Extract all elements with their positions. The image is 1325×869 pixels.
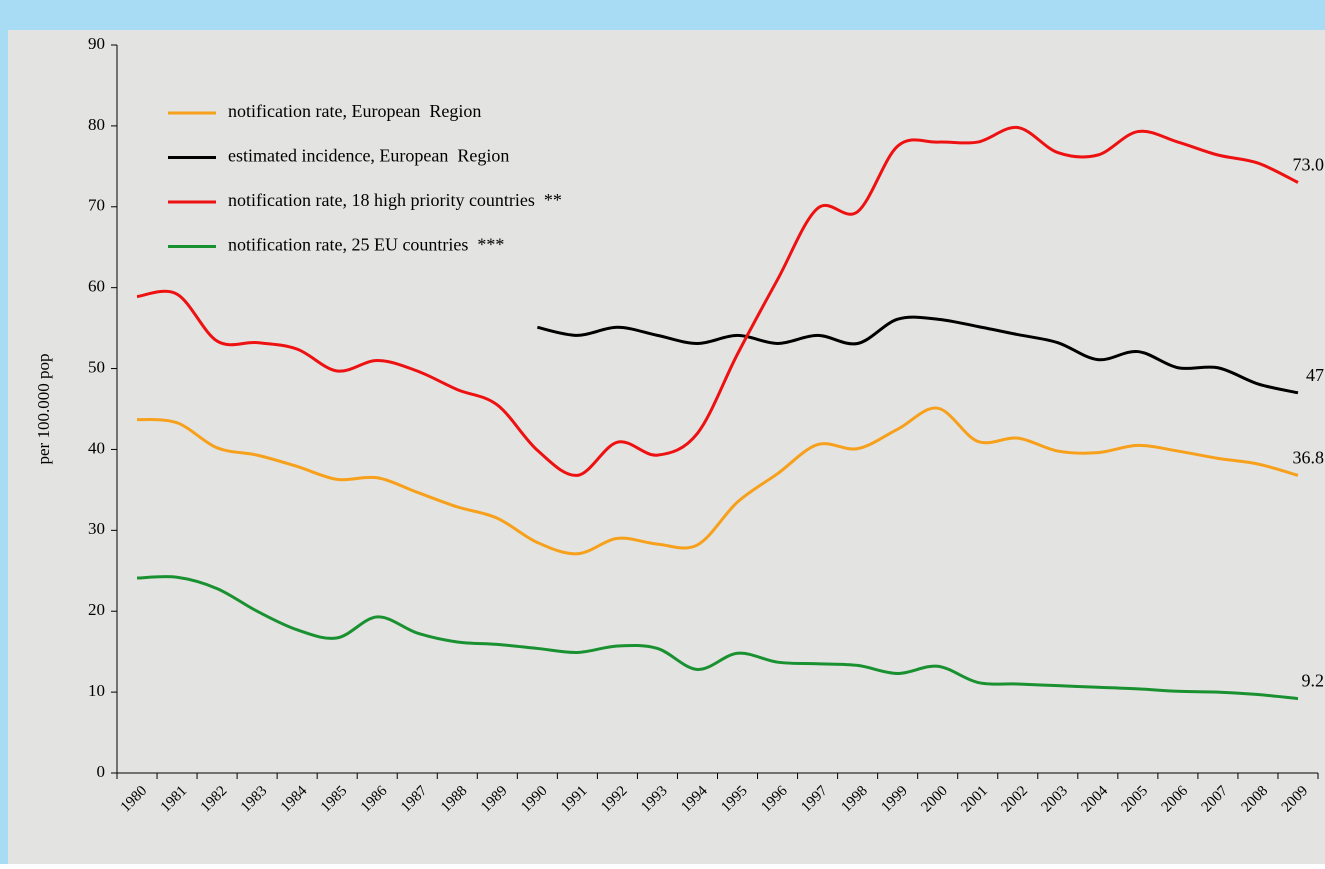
y-tick-label: 70 bbox=[88, 196, 105, 215]
y-tick-label: 80 bbox=[88, 115, 105, 134]
legend-label: notification rate, European Region bbox=[228, 101, 481, 121]
value-label: 47 bbox=[1306, 365, 1324, 385]
legend-label: estimated incidence, European Region bbox=[228, 146, 509, 166]
y-tick-label: 50 bbox=[88, 357, 105, 376]
value-label: 73.0 bbox=[1293, 155, 1325, 175]
series-line bbox=[136, 126, 1299, 477]
y-tick-label: 30 bbox=[88, 519, 105, 538]
y-tick-label: 90 bbox=[88, 34, 105, 53]
y-tick-label: 60 bbox=[88, 277, 105, 296]
series-line bbox=[537, 315, 1299, 395]
series-line bbox=[136, 406, 1299, 556]
plot-background bbox=[8, 30, 1325, 864]
y-axis-label: per 100.000 pop bbox=[34, 354, 53, 465]
y-tick-label: 0 bbox=[97, 762, 106, 781]
legend-label: notification rate, 18 high priority coun… bbox=[228, 190, 562, 210]
series-line bbox=[136, 575, 1299, 701]
value-label: 9.2 bbox=[1302, 671, 1325, 691]
y-tick-label: 10 bbox=[88, 681, 105, 700]
value-label: 36.8 bbox=[1293, 447, 1325, 467]
y-tick-label: 40 bbox=[88, 438, 105, 457]
legend-label: notification rate, 25 EU countries *** bbox=[228, 235, 504, 255]
y-tick-label: 20 bbox=[88, 600, 105, 619]
